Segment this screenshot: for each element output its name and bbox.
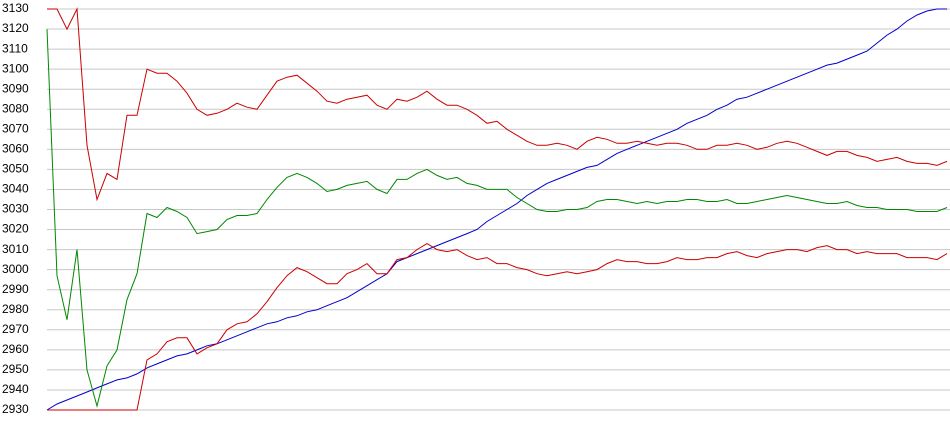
y-tick-label: 3130 (2, 1, 29, 15)
y-tick-label: 3000 (2, 262, 29, 276)
y-tick-label: 3100 (2, 61, 29, 75)
y-tick-label: 2930 (2, 402, 29, 416)
data-line (47, 243, 948, 411)
y-tick-label: 2950 (2, 362, 29, 376)
data-line (47, 7, 948, 202)
y-tick-label: 3060 (2, 142, 29, 156)
data-line (46, 8, 947, 411)
y-tick-label: 3090 (2, 81, 29, 95)
y-tick-label: 3080 (2, 101, 29, 115)
y-tick-label: 3040 (2, 182, 29, 196)
y-tick-label: 3050 (2, 162, 29, 176)
y-tick-label: 2960 (2, 342, 29, 356)
y-tick-label: 3020 (2, 222, 29, 236)
y-tick-label: 3070 (2, 121, 29, 135)
y-tick-label: 2940 (2, 382, 29, 396)
y-tick-label: 3010 (2, 242, 29, 256)
y-tick-label: 2980 (2, 302, 29, 316)
y-tick-label: 3110 (2, 41, 28, 55)
y-tick-label: 3120 (2, 21, 29, 35)
data-line (46, 29, 948, 408)
y-tick-label: 2970 (2, 322, 29, 336)
y-tick-label: 3030 (2, 202, 29, 216)
y-tick-label: 2990 (2, 282, 29, 296)
